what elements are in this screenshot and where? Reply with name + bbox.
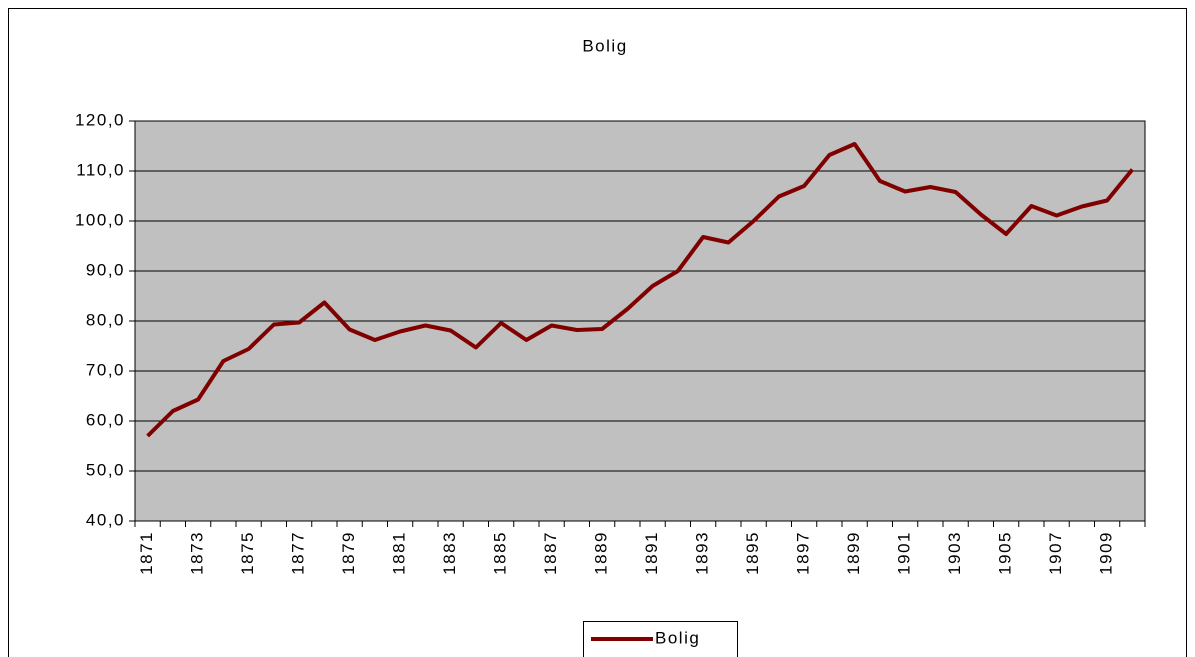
legend-label: Bolig <box>655 628 700 647</box>
x-tick-label: 1881 <box>390 531 409 575</box>
x-tick-label: 1885 <box>491 531 510 575</box>
x-tick-label: 1873 <box>188 531 207 575</box>
y-tick-label: 90,0 <box>86 260 125 279</box>
x-tick-label: 1877 <box>289 531 308 575</box>
x-tick-label: 1879 <box>339 531 358 575</box>
x-tick-label: 1899 <box>844 531 863 575</box>
x-tick-label: 1883 <box>440 531 459 575</box>
x-tick-label: 1905 <box>996 531 1015 575</box>
x-tick-label: 1891 <box>642 531 661 575</box>
x-tick-label: 1901 <box>895 531 914 575</box>
x-tick-label: 1893 <box>693 531 712 575</box>
chart-title: Bolig <box>582 36 627 55</box>
y-tick-label: 50,0 <box>86 460 125 479</box>
x-tick-label: 1909 <box>1097 531 1116 575</box>
y-tick-label: 40,0 <box>86 510 125 529</box>
y-tick-label: 80,0 <box>86 310 125 329</box>
x-tick-label: 1903 <box>945 531 964 575</box>
x-tick-label: 1895 <box>743 531 762 575</box>
x-tick-label: 1889 <box>592 531 611 575</box>
y-tick-label: 60,0 <box>86 410 125 429</box>
x-tick-label: 1887 <box>541 531 560 575</box>
y-tick-label: 70,0 <box>86 360 125 379</box>
y-tick-label: 110,0 <box>76 160 125 179</box>
y-tick-label: 100,0 <box>75 210 125 229</box>
x-tick-label: 1897 <box>794 531 813 575</box>
x-tick-label: 1871 <box>137 531 156 575</box>
y-tick-label: 120,0 <box>75 110 125 129</box>
x-tick-label: 1875 <box>238 531 257 575</box>
series-line <box>146 142 1134 438</box>
x-tick-label: 1907 <box>1046 531 1065 575</box>
